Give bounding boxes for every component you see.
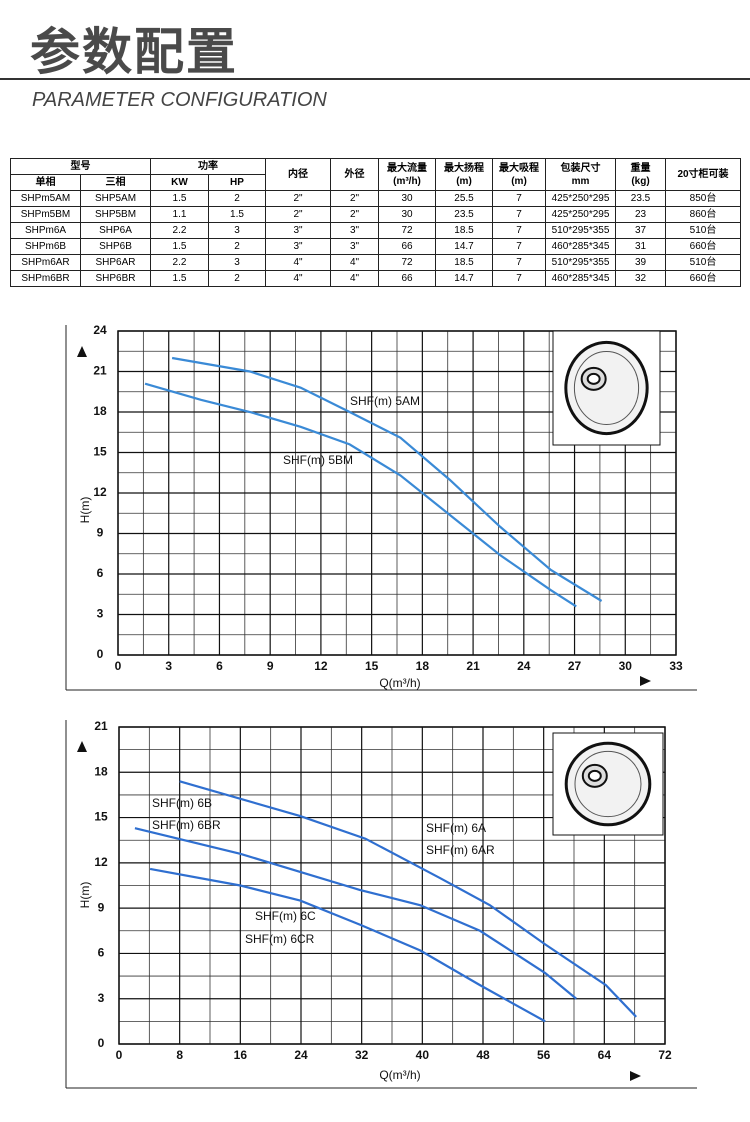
x-tick-label: 40 xyxy=(416,1048,430,1062)
page-subtitle: PARAMETER CONFIGURATION xyxy=(32,89,327,111)
header-cell: 包装尺寸 mm xyxy=(545,158,616,191)
series-line xyxy=(179,780,637,1018)
x-axis-title: Q(m³/h) xyxy=(379,676,420,690)
header-text: 重量 xyxy=(630,162,651,174)
y-tick-label: 9 xyxy=(98,900,105,914)
x-tick-label: 56 xyxy=(537,1048,551,1062)
series-label: SHF(m) 6C xyxy=(255,909,316,923)
pump-image xyxy=(564,741,652,827)
x-tick-label: 9 xyxy=(267,659,274,673)
header-cell: HP xyxy=(208,174,266,191)
y-tick-label: 18 xyxy=(94,764,108,778)
x-tick-label: 27 xyxy=(568,659,582,673)
header-cell: 最大吸程 (m) xyxy=(492,158,546,191)
y-tick-label: 3 xyxy=(98,991,105,1005)
series-label: SHF(m) 6B xyxy=(152,796,212,810)
table-cell: 860台 xyxy=(665,206,741,223)
axis-arrow xyxy=(640,676,651,686)
table-row: SHPm6A SHP6A 2.2 3 3" 3" 72 18.5 7 510*295*355 37 5… xyxy=(10,222,741,239)
x-tick-label: 32 xyxy=(355,1048,369,1062)
y-tick-label: 24 xyxy=(93,323,107,337)
y-tick-label: 18 xyxy=(93,404,107,418)
x-tick-label: 3 xyxy=(165,659,172,673)
y-axis-title: H(m) xyxy=(78,497,92,524)
y-tick-label: 0 xyxy=(98,1036,105,1050)
table-row: SHPm5BM SHP5BM 1.1 1.5 2" 2" 30 23.5 7 425*250*29… xyxy=(10,206,741,223)
x-tick-label: 6 xyxy=(216,659,223,673)
x-tick-label: 0 xyxy=(115,659,122,673)
series-label: SHF(m) 5AM xyxy=(350,394,420,408)
header-text: 最大扬程 xyxy=(444,162,484,174)
y-tick-label: 6 xyxy=(97,566,104,580)
axis-arrow xyxy=(630,1071,641,1081)
table-row: SHPm6BR SHP6BR 1.5 2 4" 4" 66 14.7 7 460*285*345 3… xyxy=(10,270,741,287)
header-unit: (m) xyxy=(456,175,472,187)
header-text: 最大吸程 xyxy=(499,162,539,174)
x-tick-label: 21 xyxy=(466,659,480,673)
x-tick-label: 48 xyxy=(476,1048,490,1062)
x-tick-label: 72 xyxy=(658,1048,672,1062)
x-tick-label: 0 xyxy=(116,1048,123,1062)
x-tick-label: 24 xyxy=(517,659,531,673)
table-cell: 660台 xyxy=(665,270,741,287)
series-line xyxy=(171,356,603,602)
axis-arrow xyxy=(77,741,87,752)
header-unit: (m³/h) xyxy=(393,175,421,187)
x-axis-title: Q(m³/h) xyxy=(379,1068,420,1082)
series-line xyxy=(149,867,546,1023)
x-tick-label: 8 xyxy=(176,1048,183,1062)
header-unit: (kg) xyxy=(631,175,650,187)
header-unit: (m) xyxy=(511,175,527,187)
y-tick-label: 12 xyxy=(94,855,108,869)
y-tick-label: 21 xyxy=(93,364,107,378)
x-tick-label: 15 xyxy=(365,659,379,673)
pump-image xyxy=(587,769,602,782)
series-label: SHF(m) 6A xyxy=(426,821,486,835)
y-tick-label: 15 xyxy=(94,810,108,824)
x-tick-label: 30 xyxy=(619,659,633,673)
pump-image xyxy=(573,351,640,425)
header-text: 最大流量 xyxy=(387,162,427,174)
page-title: 参数配置 xyxy=(30,22,238,81)
x-tick-label: 12 xyxy=(314,659,328,673)
x-tick-label: 24 xyxy=(294,1048,308,1062)
spec-table: 型号 功率 内径 外径 最大流量 (m³/h) 最大扬程 (m) 最大吸程 (m) 包… xyxy=(10,158,741,287)
series-label: SHF(m) 6BR xyxy=(152,818,221,832)
header-cell: 外径 xyxy=(330,158,379,191)
y-tick-label: 21 xyxy=(94,719,108,733)
y-tick-label: 9 xyxy=(97,526,104,540)
table-body: SHPm5AM SHP5AM 1.5 2 2" 2" 30 25.5 7 425*250*295 2… xyxy=(10,190,741,287)
table-cell: 4" xyxy=(330,270,379,287)
pump-image xyxy=(574,750,642,818)
pump-image xyxy=(586,372,601,385)
header-cell: 最大扬程 (m) xyxy=(435,158,493,191)
series-line xyxy=(134,827,577,1000)
table-cell: SHP6BR xyxy=(80,270,151,287)
y-tick-label: 3 xyxy=(97,607,104,621)
header-text: 包装尺寸 xyxy=(560,162,601,174)
y-axis-title: H(m) xyxy=(78,882,92,909)
y-tick-label: 0 xyxy=(97,647,104,661)
x-tick-label: 18 xyxy=(416,659,430,673)
header-cell: 重量 (kg) xyxy=(615,158,666,191)
series-label: SHF(m) 5BM xyxy=(283,453,353,467)
header-unit: mm xyxy=(571,175,590,187)
y-tick-label: 12 xyxy=(93,485,107,499)
x-tick-label: 33 xyxy=(669,659,683,673)
table-row: SHPm6AR SHP6AR 2.2 3 4" 4" 72 18.5 7 510*295*355 3… xyxy=(10,254,741,271)
series-line xyxy=(144,382,577,608)
pump-image xyxy=(564,340,649,436)
series-label: SHF(m) 6AR xyxy=(426,843,495,857)
y-tick-label: 6 xyxy=(98,946,105,960)
title-rule xyxy=(0,78,750,80)
y-tick-label: 15 xyxy=(93,445,107,459)
series-label: SHF(m) 6CR xyxy=(245,932,315,946)
x-tick-label: 64 xyxy=(598,1048,612,1062)
axis-arrow xyxy=(77,346,87,357)
x-tick-label: 16 xyxy=(234,1048,248,1062)
